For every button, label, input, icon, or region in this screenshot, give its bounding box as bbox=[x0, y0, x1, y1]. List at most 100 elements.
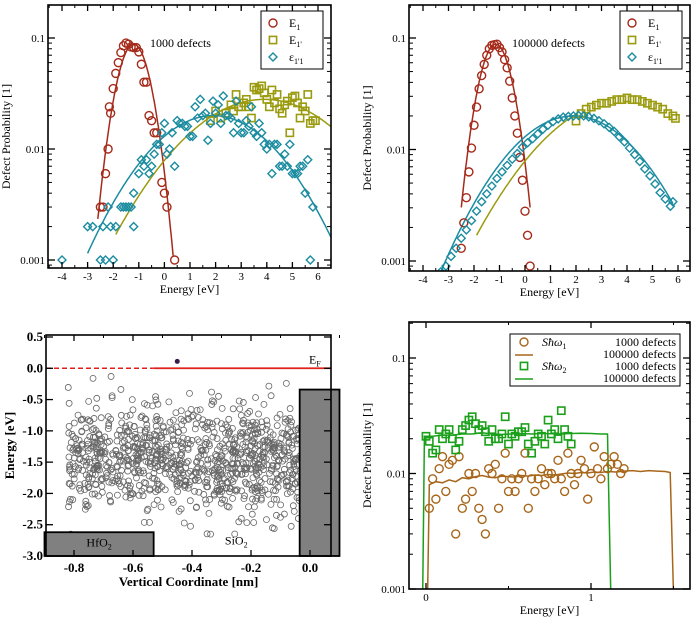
defect-point bbox=[167, 426, 175, 434]
data-point bbox=[470, 468, 481, 479]
defect-point bbox=[247, 442, 255, 450]
data-point bbox=[526, 474, 537, 484]
data-point bbox=[141, 154, 152, 165]
data-point bbox=[493, 503, 504, 513]
data-point bbox=[287, 93, 297, 103]
defect-point bbox=[82, 471, 90, 479]
x-tick-label: 3 bbox=[599, 274, 605, 286]
defect-point bbox=[223, 502, 231, 510]
data-point bbox=[655, 187, 666, 198]
defect-point bbox=[166, 418, 174, 426]
x-axis-title: Energy [eV] bbox=[520, 285, 579, 299]
y-tick-label: -1.5 bbox=[22, 454, 43, 469]
defect-point bbox=[177, 505, 185, 513]
data-point bbox=[671, 114, 680, 123]
defect-point bbox=[101, 448, 109, 456]
defect-point bbox=[282, 431, 290, 439]
data-point bbox=[134, 47, 144, 57]
defect-point bbox=[193, 465, 201, 473]
data-point bbox=[573, 468, 583, 479]
defect-point bbox=[252, 394, 259, 401]
defect-point bbox=[152, 396, 160, 404]
data-point bbox=[149, 149, 160, 160]
legend-marker bbox=[519, 361, 529, 371]
defect-point bbox=[272, 487, 280, 495]
data-point bbox=[624, 143, 635, 154]
defect-point bbox=[243, 464, 251, 472]
defect-point bbox=[281, 447, 288, 455]
defect-point bbox=[206, 496, 214, 503]
data-point bbox=[210, 108, 221, 119]
defect-point bbox=[228, 436, 236, 444]
defect-point bbox=[282, 415, 289, 423]
defect-point bbox=[239, 399, 247, 406]
x-tick-label: 6 bbox=[315, 271, 321, 283]
defect-point bbox=[286, 461, 294, 469]
legend-label: E1' bbox=[648, 33, 661, 49]
legend-marker bbox=[268, 52, 278, 62]
legend-marker bbox=[627, 35, 637, 45]
defect-point bbox=[67, 439, 75, 446]
panel-tr-axes: -4 -3 -2 -1 0 1 2 3 4 5 6 0.1 0.01 0.001 Energy [eV] De… bbox=[360, 4, 691, 299]
defect-point bbox=[65, 422, 73, 430]
defect-point bbox=[229, 494, 237, 502]
x-tick-label: 1 bbox=[187, 271, 193, 283]
defect-point bbox=[109, 450, 117, 458]
series-e1'1 bbox=[436, 110, 678, 271]
defect-point bbox=[213, 476, 221, 484]
defect-point bbox=[237, 448, 245, 456]
x-tick-label: 1 bbox=[588, 592, 594, 604]
data-point bbox=[128, 221, 139, 232]
series-line bbox=[422, 432, 612, 589]
x-tick-label: -2 bbox=[469, 274, 478, 286]
data-point bbox=[540, 479, 550, 490]
defect-point bbox=[216, 491, 224, 499]
data-point bbox=[556, 474, 566, 484]
data-point bbox=[187, 131, 198, 142]
defect-point bbox=[283, 432, 291, 440]
data-point bbox=[517, 468, 527, 479]
data-point bbox=[211, 106, 220, 116]
data-point bbox=[476, 196, 487, 207]
defect-point bbox=[117, 483, 125, 491]
x-tick-label: 0 bbox=[162, 271, 168, 283]
data-point bbox=[507, 154, 518, 165]
defect-cloud bbox=[64, 373, 308, 538]
defect-point bbox=[90, 443, 98, 451]
data-point bbox=[246, 101, 257, 112]
defect-point bbox=[273, 463, 281, 471]
defect-point bbox=[251, 503, 258, 511]
legend-label: E1 bbox=[289, 16, 300, 32]
defect-point bbox=[98, 488, 106, 496]
defect-point bbox=[98, 475, 106, 482]
data-point bbox=[98, 202, 108, 212]
data-point bbox=[477, 514, 487, 525]
data-point bbox=[602, 98, 611, 108]
data-point bbox=[500, 448, 510, 458]
defect-point bbox=[152, 417, 160, 424]
data-point bbox=[592, 464, 603, 474]
data-point bbox=[104, 102, 115, 112]
defect-point bbox=[84, 502, 92, 509]
data-point bbox=[434, 464, 444, 474]
data-point bbox=[440, 261, 451, 271]
data-point bbox=[540, 439, 550, 449]
data-point bbox=[507, 474, 517, 484]
defect-point bbox=[154, 400, 162, 408]
data-point bbox=[289, 168, 300, 179]
defect-point bbox=[143, 507, 151, 515]
fit-curve bbox=[475, 113, 577, 236]
defect-point bbox=[238, 487, 245, 495]
defect-point bbox=[280, 465, 288, 473]
defect-point bbox=[165, 398, 173, 406]
data-point bbox=[444, 425, 454, 434]
defect-point bbox=[267, 466, 275, 474]
defect-point bbox=[225, 415, 233, 423]
defect-point bbox=[68, 470, 76, 478]
defect-point bbox=[253, 425, 261, 433]
data-point bbox=[599, 118, 610, 129]
defect-point bbox=[85, 397, 93, 405]
x-tick-label: 4 bbox=[264, 271, 270, 283]
data-point bbox=[525, 261, 535, 271]
data-point bbox=[497, 166, 508, 177]
